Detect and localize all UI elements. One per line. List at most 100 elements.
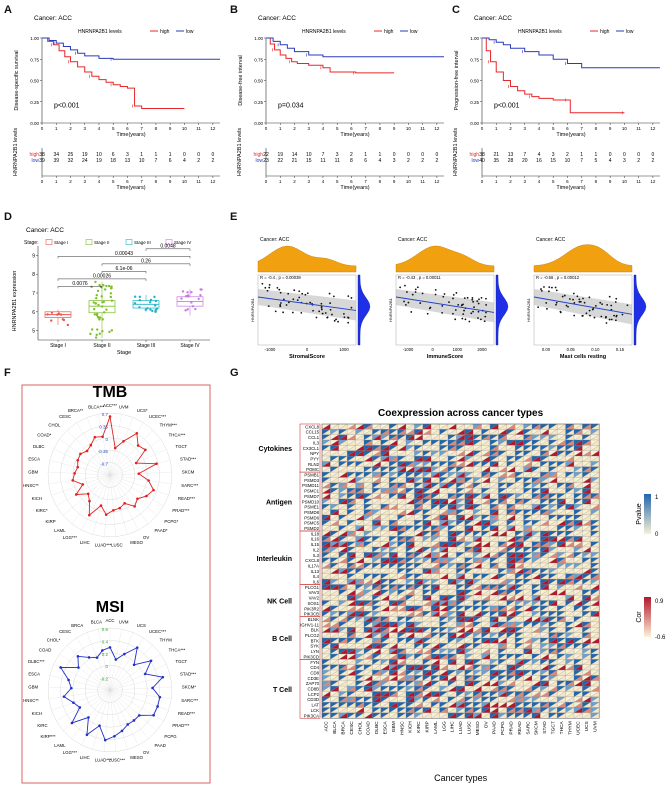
radar-series-point xyxy=(73,472,76,475)
radar-ring xyxy=(97,677,123,703)
scatter-point xyxy=(278,288,281,291)
box-legend-label: Stage I xyxy=(54,240,68,245)
scatter-point xyxy=(434,288,437,291)
heatmap-title: Coexpression across cancer types xyxy=(378,408,544,419)
heatmap-gene-label: IL6 xyxy=(313,580,320,585)
km-risk-x-tick-label: 2 xyxy=(293,179,296,184)
scatter-point xyxy=(476,300,479,302)
box-point xyxy=(90,328,94,331)
km-risk-x-tick-label: 3 xyxy=(523,179,526,184)
box-point xyxy=(57,312,61,315)
box-rect xyxy=(88,300,116,314)
heatmap-gene-label: IL13 xyxy=(311,569,320,574)
km-risk-x-tick-label: 4 xyxy=(322,179,325,184)
heatmap-column-label: MESO xyxy=(475,721,481,735)
scatter-point xyxy=(583,301,586,304)
heatmap-gene-label: IL3 xyxy=(313,440,320,445)
radar-category-label: PAAD xyxy=(155,743,166,748)
km-y-axis-title: Disease-specific survival xyxy=(14,50,20,110)
scatter-ci-band xyxy=(534,289,632,325)
km-y-tick-label: 0.25 xyxy=(470,100,479,105)
scatter-point xyxy=(559,311,562,314)
scatter-point xyxy=(565,304,568,307)
box-point xyxy=(50,311,54,314)
radar-category-label: UCS* xyxy=(137,408,148,413)
heatmap-column-label: LUSC xyxy=(467,721,473,734)
km-risk-x-title: Time(years) xyxy=(340,185,369,191)
radar-category-label: CESC xyxy=(59,629,71,634)
radar-category-label: UVM xyxy=(119,404,129,409)
km-y-tick-label: 0.25 xyxy=(254,100,263,105)
scatter-point xyxy=(555,301,558,304)
km-x-tick-label: 3 xyxy=(307,126,310,131)
radar-spoke xyxy=(86,417,111,476)
radar-series-point xyxy=(122,439,125,443)
box-point xyxy=(154,308,158,312)
radar-spoke xyxy=(98,414,111,476)
scatter-point xyxy=(591,308,594,311)
radar-category-label: ACC xyxy=(105,618,114,623)
scatter-point xyxy=(554,286,557,289)
km-risk-cell-low: 2 xyxy=(197,158,200,164)
heatmap-gene-label: IL3 xyxy=(313,553,320,558)
radar-category-label: HNSC** xyxy=(23,483,39,488)
scatter-top-density xyxy=(257,245,357,273)
radar-series-point xyxy=(132,719,136,722)
radar-spoke xyxy=(109,474,149,524)
box-comparison-bracket xyxy=(57,256,191,259)
box-y-tick-label: 8 xyxy=(32,272,35,278)
km-legend-high-label: high xyxy=(600,29,610,35)
scatter-point xyxy=(309,301,312,304)
km-risk-cell-high: 25 xyxy=(68,152,74,158)
km-risk-x-tick-label: 4 xyxy=(98,179,101,184)
scatter-point xyxy=(343,316,346,319)
scatter-point xyxy=(610,304,613,307)
scatter-point xyxy=(320,308,323,311)
radar-category-label: LGG*** xyxy=(63,535,77,540)
km-risk-cell-low: 28 xyxy=(508,158,514,164)
scatter-point xyxy=(485,311,487,314)
radar-spoke xyxy=(67,645,111,691)
radar-series-point xyxy=(88,499,91,503)
scatter-point xyxy=(608,295,611,298)
scatter-point xyxy=(301,292,304,295)
box-legend-swatch xyxy=(125,239,133,245)
km-risk-x-tick-label: 10 xyxy=(406,179,412,184)
heatmap-gene-label: PSMD3 xyxy=(304,478,319,483)
radar-category-label: COAD xyxy=(39,647,51,652)
box-point xyxy=(59,313,63,316)
km-risk-cell-low: 18 xyxy=(110,158,116,164)
scatter-title: Cancer: ACC xyxy=(536,237,566,243)
radar-spoke xyxy=(76,422,111,476)
box-point xyxy=(186,291,189,294)
scatter-point xyxy=(347,295,350,298)
scatter-point xyxy=(264,286,267,289)
scatter-point xyxy=(261,282,264,285)
scatter-point xyxy=(573,302,576,304)
box-legend-title: Stage: xyxy=(24,240,38,246)
scatter-point xyxy=(561,295,564,298)
box-point xyxy=(95,314,99,317)
km-risk-y-title: HNRNPA2B1 levels xyxy=(237,128,243,176)
km-risk-cell-low: 11 xyxy=(335,158,340,164)
scatter-point xyxy=(626,304,629,307)
km-x-tick-label: 6 xyxy=(350,126,353,131)
km-x-tick-label: 11 xyxy=(636,126,641,131)
radar-series-point xyxy=(76,655,80,658)
radar-series-point xyxy=(95,656,99,659)
scatter-point xyxy=(615,314,618,317)
radar-series-point xyxy=(126,723,130,726)
radar-category-label: COAD* xyxy=(37,432,51,437)
km-y-tick-label: 0.50 xyxy=(30,79,39,84)
box-point xyxy=(109,295,113,299)
km-curve-high xyxy=(482,37,625,114)
box-point xyxy=(105,284,108,288)
km-risk-cell-low: 5 xyxy=(595,158,598,164)
heatmap-gene-label: PYY xyxy=(310,456,319,461)
heatmap-column-label: THCA xyxy=(559,720,565,734)
km-risk-cell-low: 7 xyxy=(155,158,158,164)
heatmap-column-label: LAML xyxy=(433,721,439,734)
box-point xyxy=(153,295,156,299)
km-risk-x-tick-label: 9 xyxy=(393,179,396,184)
heatmap-gene-label: CD8B xyxy=(308,687,320,692)
